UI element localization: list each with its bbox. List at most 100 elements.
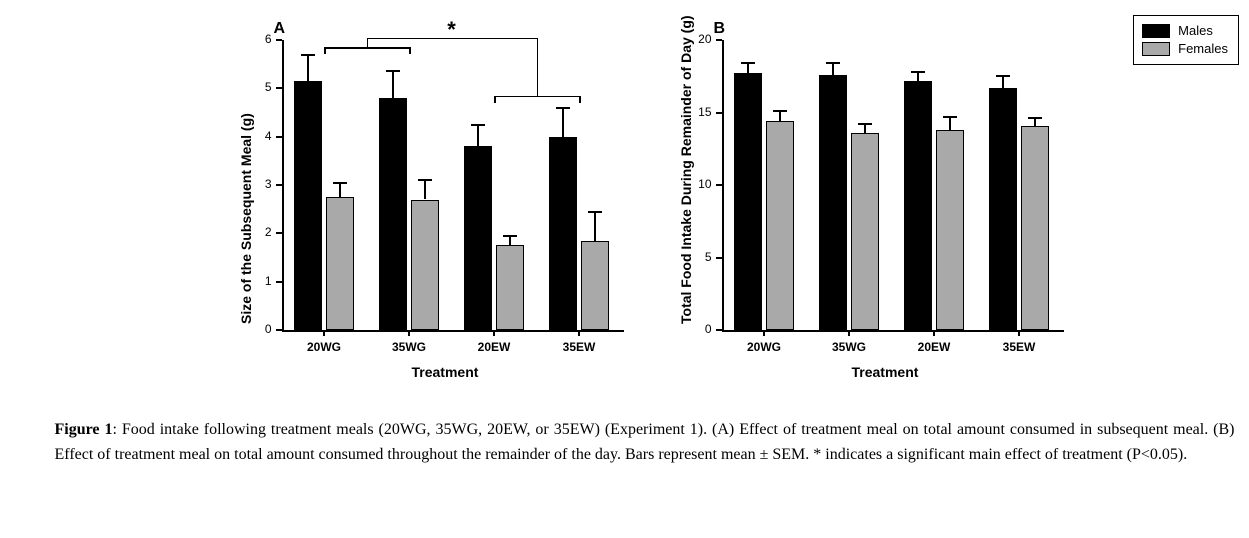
- bar: [411, 200, 439, 331]
- y-axis-label: Total Food Intake During Remainder of Da…: [678, 16, 694, 325]
- charts-row: A0123456Size of the Subsequent Meal (g)T…: [20, 20, 1249, 390]
- error-cap: [741, 62, 755, 64]
- error-cap: [503, 235, 517, 237]
- bar: [819, 75, 847, 330]
- legend-item: Males: [1142, 22, 1228, 40]
- error-cap: [1028, 117, 1042, 119]
- y-tick: [276, 87, 282, 89]
- legend-swatch: [1142, 24, 1170, 38]
- bar: [379, 98, 407, 330]
- y-tick: [716, 39, 722, 41]
- category-label: 20EW: [918, 340, 951, 354]
- error-cap: [773, 110, 787, 112]
- significance-line: [324, 47, 326, 54]
- category-label: 35WG: [832, 340, 866, 354]
- y-tick-label: 0: [265, 322, 272, 336]
- y-tick-label: 5: [265, 80, 272, 94]
- x-tick: [323, 330, 325, 336]
- bar: [1021, 126, 1049, 330]
- significance-line: [409, 47, 411, 54]
- error-bar: [779, 111, 781, 121]
- error-bar: [392, 71, 394, 98]
- bar: [989, 88, 1017, 330]
- error-bar: [832, 63, 834, 75]
- category-label: 20EW: [478, 340, 511, 354]
- significance-line: [324, 47, 409, 49]
- y-tick: [716, 184, 722, 186]
- figure-wrap: A0123456Size of the Subsequent Meal (g)T…: [20, 20, 1249, 468]
- category-label: 35EW: [563, 340, 596, 354]
- error-bar: [747, 63, 749, 73]
- y-tick-label: 20: [698, 32, 711, 46]
- error-bar: [562, 108, 564, 137]
- y-tick: [276, 329, 282, 331]
- x-tick: [848, 330, 850, 336]
- error-bar: [509, 236, 511, 246]
- error-bar: [424, 180, 426, 199]
- y-tick-label: 10: [698, 177, 711, 191]
- error-bar: [477, 125, 479, 147]
- legend-label: Females: [1178, 40, 1228, 58]
- significance-line: [537, 38, 539, 96]
- x-axis-label: Treatment: [852, 364, 919, 380]
- error-cap: [386, 70, 400, 72]
- bar: [581, 241, 609, 330]
- legend-label: Males: [1178, 22, 1213, 40]
- y-tick: [716, 329, 722, 331]
- error-cap: [556, 107, 570, 109]
- y-tick: [716, 257, 722, 259]
- error-cap: [911, 71, 925, 73]
- y-tick: [276, 184, 282, 186]
- bar: [496, 245, 524, 330]
- error-bar: [949, 117, 951, 130]
- bar: [734, 73, 762, 330]
- error-cap: [943, 116, 957, 118]
- category-label: 20WG: [307, 340, 341, 354]
- legend-item: Females: [1142, 40, 1228, 58]
- bar: [851, 133, 879, 330]
- error-cap: [858, 123, 872, 125]
- y-tick-label: 0: [705, 322, 712, 336]
- error-cap: [588, 211, 602, 213]
- bar: [294, 81, 322, 330]
- x-tick: [763, 330, 765, 336]
- error-cap: [301, 54, 315, 56]
- y-tick-label: 6: [265, 32, 272, 46]
- legend-swatch: [1142, 42, 1170, 56]
- x-tick: [408, 330, 410, 336]
- bar: [464, 146, 492, 330]
- y-tick-label: 4: [265, 129, 272, 143]
- error-cap: [333, 182, 347, 184]
- error-bar: [1002, 76, 1004, 88]
- caption-rest: : Food intake following treatment meals …: [55, 421, 1235, 463]
- bar: [766, 121, 794, 330]
- error-bar: [917, 72, 919, 81]
- error-cap: [471, 124, 485, 126]
- significance-line: [494, 96, 579, 98]
- bar: [936, 130, 964, 330]
- error-bar: [339, 183, 341, 198]
- y-tick: [276, 281, 282, 283]
- caption-lead: Figure 1: [55, 421, 113, 438]
- significance-star: *: [447, 17, 456, 43]
- y-tick: [276, 232, 282, 234]
- chart-panel-b: B05101520Total Food Intake During Remain…: [650, 20, 1080, 390]
- y-tick-label: 5: [705, 250, 712, 264]
- bar: [549, 137, 577, 330]
- category-label: 35WG: [392, 340, 426, 354]
- bar: [326, 197, 354, 330]
- error-cap: [826, 62, 840, 64]
- bar: [904, 81, 932, 330]
- y-tick-label: 3: [265, 177, 272, 191]
- panel-label: A: [274, 20, 286, 38]
- error-cap: [996, 75, 1010, 77]
- figure-caption: Figure 1: Food intake following treatmen…: [55, 418, 1235, 468]
- x-tick: [578, 330, 580, 336]
- error-bar: [307, 55, 309, 82]
- x-axis-label: Treatment: [412, 364, 479, 380]
- y-tick: [276, 39, 282, 41]
- chart-panel-a: A0123456Size of the Subsequent Meal (g)T…: [210, 20, 640, 390]
- x-tick: [933, 330, 935, 336]
- error-cap: [418, 179, 432, 181]
- y-tick-label: 2: [265, 225, 272, 239]
